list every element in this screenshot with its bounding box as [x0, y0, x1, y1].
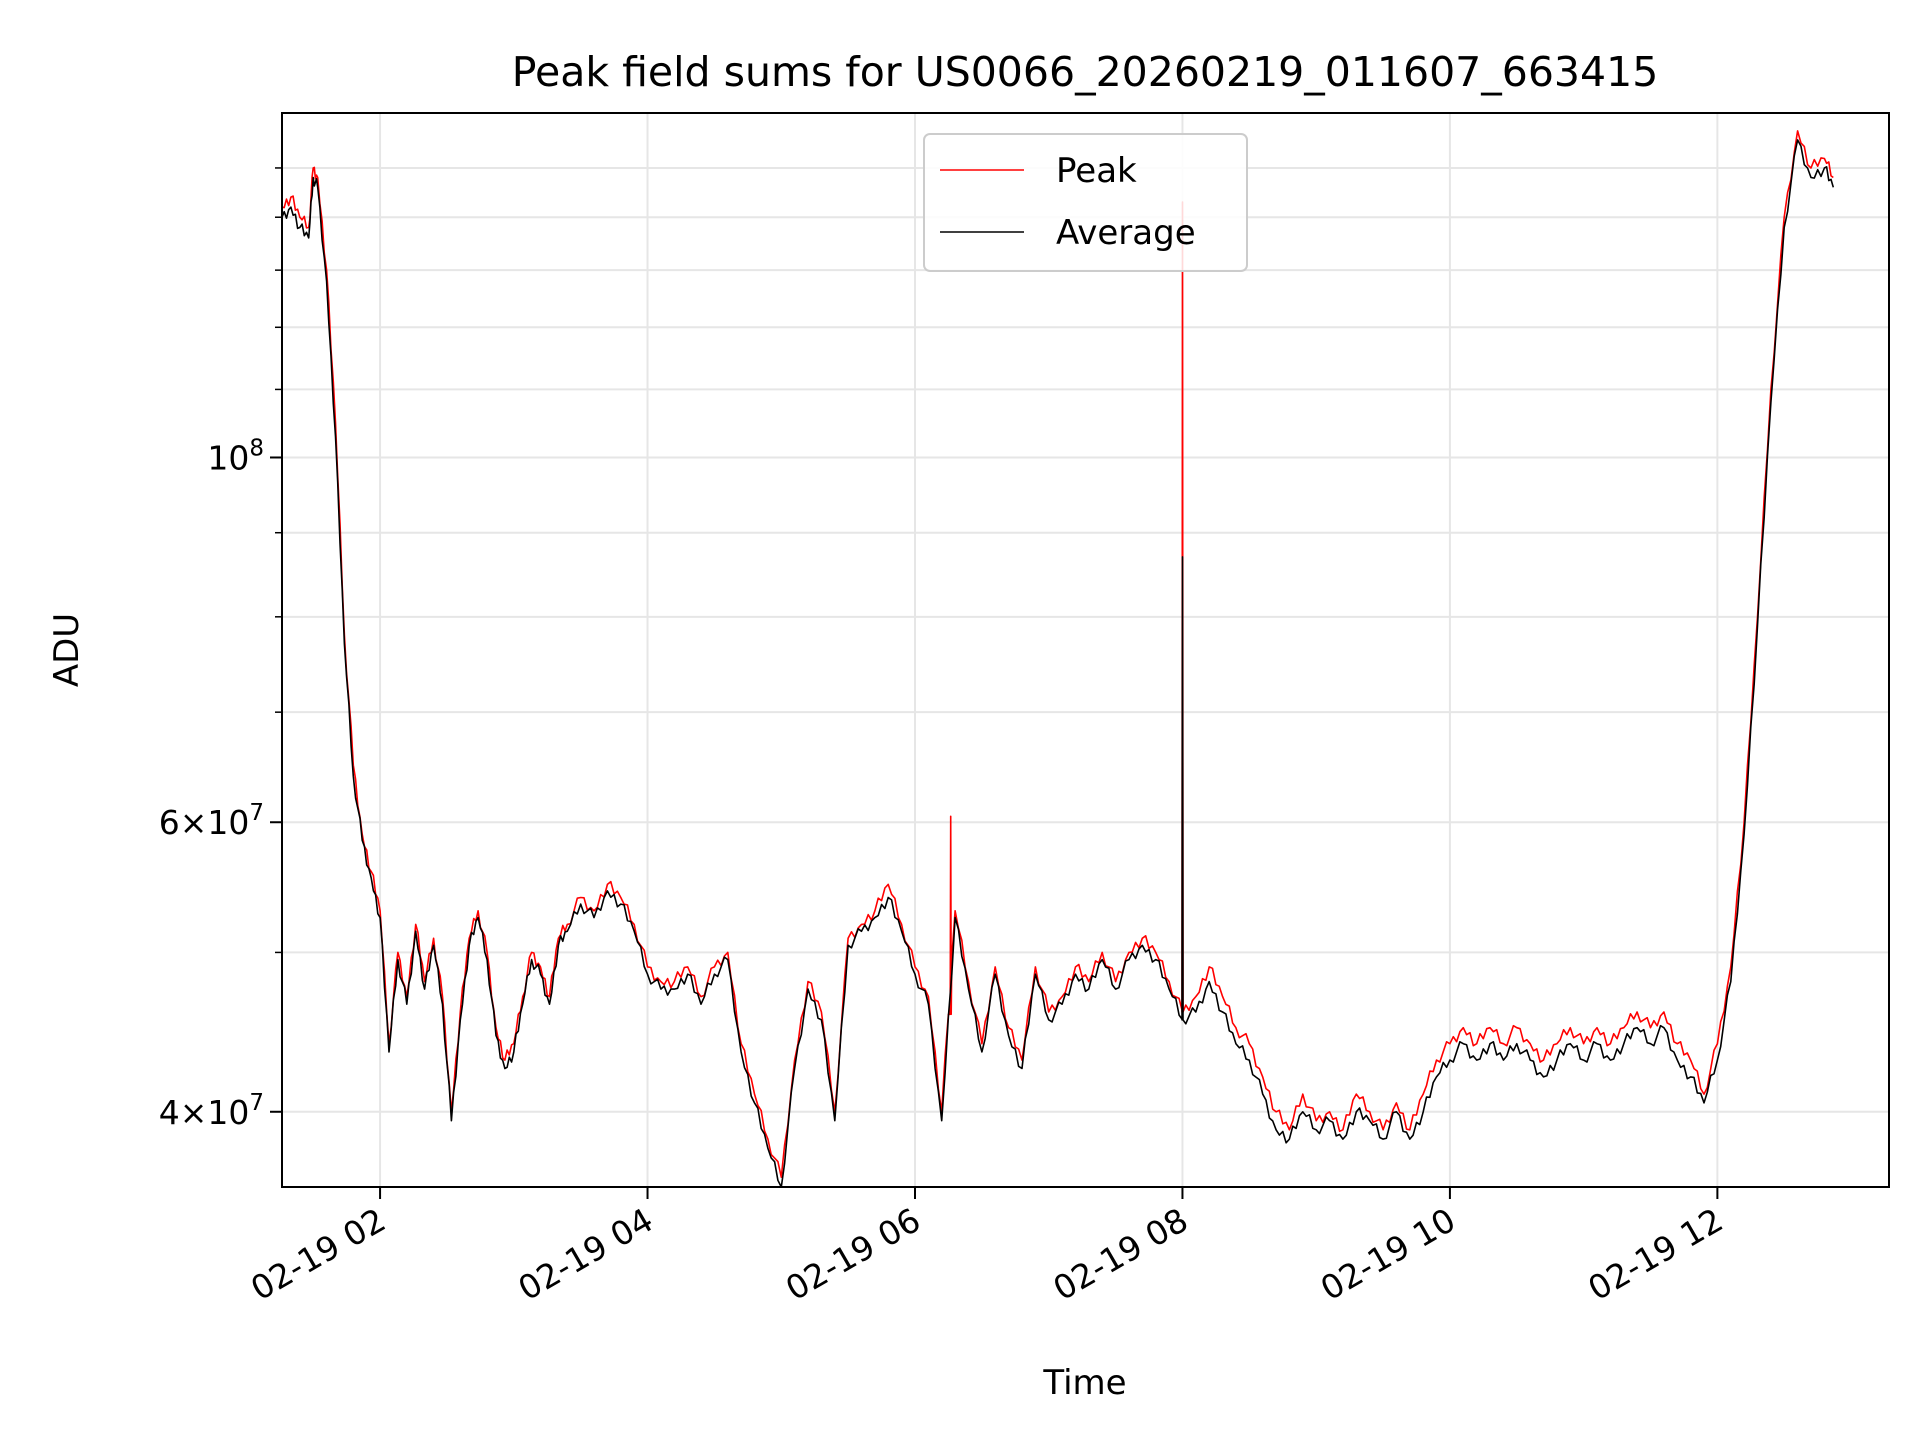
plot-lines [281, 130, 1835, 1188]
y-tick-label: 6×107 [159, 800, 264, 842]
x-axis-title: Time [1042, 1363, 1126, 1403]
legend-box [923, 133, 1248, 272]
y-axis-title: ADU [47, 613, 87, 687]
series-line-peak [281, 130, 1834, 1178]
y-tick-label: 4×107 [159, 1090, 264, 1132]
series-line-average [281, 139, 1835, 1188]
legend-label-peak: Peak [1056, 151, 1137, 191]
legend-label-average: Average [1056, 213, 1196, 253]
plot-frame [281, 112, 1890, 1188]
chart-title: Peak field sums for US0066_20260219_0116… [512, 48, 1659, 96]
y-axis: 108 6×107 4×107 [159, 167, 282, 1132]
legend: Peak Average [923, 133, 1248, 272]
y-tick-label: 108 [207, 435, 264, 477]
